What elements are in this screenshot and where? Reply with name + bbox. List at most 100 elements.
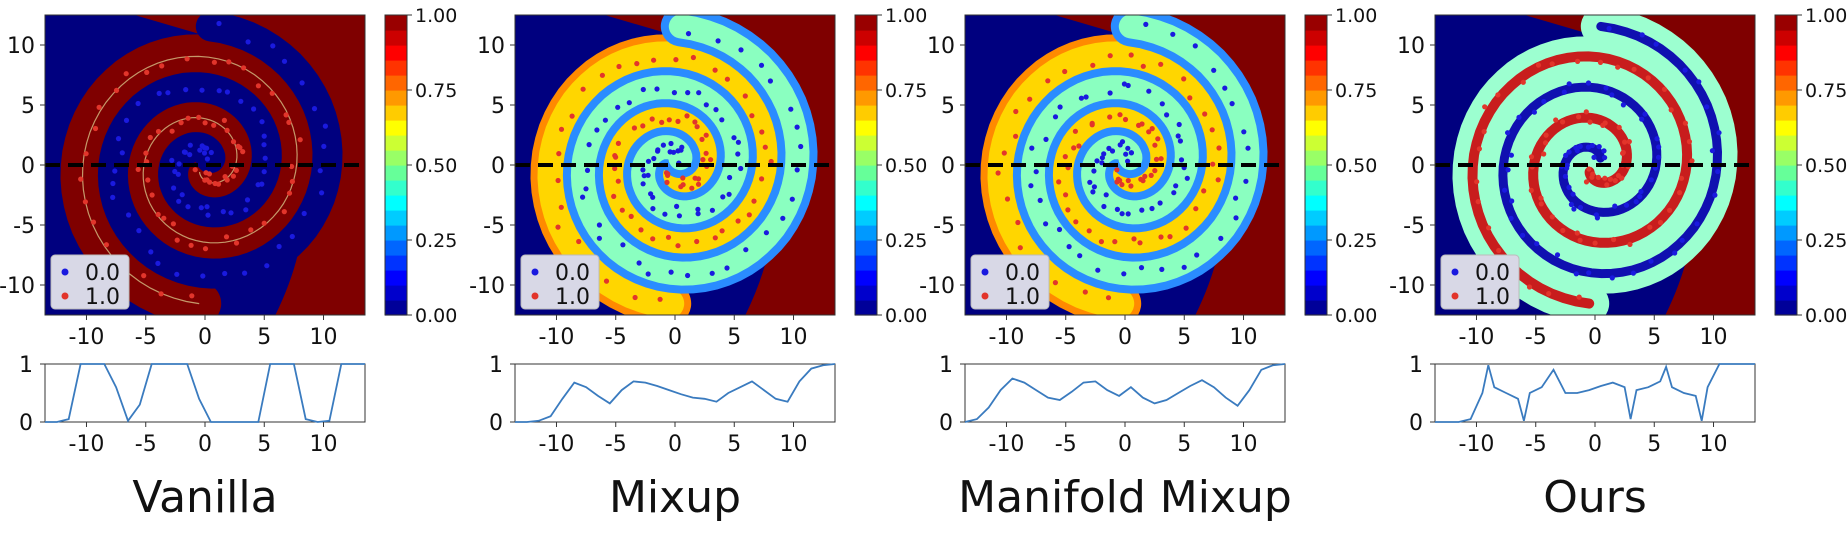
colorbar-step bbox=[385, 300, 407, 316]
point-class-0 bbox=[798, 143, 804, 150]
point-class-0 bbox=[1090, 189, 1096, 195]
point-class-1 bbox=[1158, 61, 1164, 67]
point-class-0 bbox=[1654, 136, 1660, 142]
colorbar-step bbox=[855, 210, 877, 226]
point-class-1 bbox=[1619, 175, 1625, 181]
legend-marker-1 bbox=[1451, 292, 1459, 300]
point-class-1 bbox=[650, 236, 656, 242]
point-class-1 bbox=[170, 221, 176, 227]
colorbar-step bbox=[1775, 45, 1797, 61]
point-class-0 bbox=[727, 174, 733, 181]
point-class-1 bbox=[192, 167, 198, 173]
point-class-1 bbox=[1105, 295, 1112, 301]
point-class-0 bbox=[1184, 175, 1190, 181]
point-class-1 bbox=[735, 218, 741, 224]
point-class-0 bbox=[1679, 237, 1685, 243]
point-class-1 bbox=[297, 137, 303, 143]
panel-title-vanilla: Vanilla bbox=[132, 472, 278, 523]
point-class-0 bbox=[594, 127, 600, 133]
y-tick-label: 5 bbox=[941, 94, 955, 119]
point-class-0 bbox=[220, 209, 226, 215]
point-class-1 bbox=[712, 235, 718, 241]
profile-x-tick-label: 5 bbox=[257, 432, 271, 457]
point-class-1 bbox=[103, 242, 109, 248]
point-class-0 bbox=[788, 106, 794, 112]
point-class-1 bbox=[694, 238, 700, 245]
point-class-1 bbox=[92, 125, 99, 132]
y-tick-label: 5 bbox=[491, 94, 505, 119]
point-class-0 bbox=[1505, 167, 1511, 173]
point-class-0 bbox=[615, 104, 621, 110]
point-class-0 bbox=[1057, 104, 1063, 110]
point-class-0 bbox=[1642, 111, 1648, 117]
point-class-1 bbox=[233, 240, 240, 246]
point-class-1 bbox=[1577, 237, 1583, 243]
point-class-0 bbox=[1177, 138, 1183, 144]
profile-x-tick-label: -5 bbox=[1055, 432, 1077, 457]
point-class-1 bbox=[1128, 183, 1134, 189]
point-class-1 bbox=[1602, 175, 1608, 181]
profile-x-tick-label: -5 bbox=[1525, 432, 1547, 457]
colorbar-step bbox=[1305, 240, 1327, 256]
point-class-1 bbox=[147, 134, 153, 141]
point-class-0 bbox=[1505, 130, 1511, 136]
point-class-0 bbox=[654, 86, 660, 92]
y-tick-label: -10 bbox=[919, 274, 955, 299]
point-class-0 bbox=[261, 142, 267, 148]
point-class-1 bbox=[1661, 86, 1668, 92]
point-class-0 bbox=[1139, 207, 1145, 213]
point-class-1 bbox=[188, 242, 194, 248]
point-class-0 bbox=[731, 135, 737, 141]
legend-label-1: 1.0 bbox=[1475, 285, 1510, 310]
point-class-0 bbox=[1043, 221, 1049, 227]
profile-x-tick-label: 5 bbox=[1647, 432, 1661, 457]
point-class-0 bbox=[175, 171, 181, 177]
point-class-1 bbox=[651, 57, 657, 63]
point-class-0 bbox=[115, 136, 122, 142]
point-class-1 bbox=[995, 170, 1001, 176]
point-class-0 bbox=[1554, 252, 1561, 258]
point-class-1 bbox=[82, 199, 88, 205]
point-class-1 bbox=[1535, 62, 1542, 68]
point-class-1 bbox=[1575, 58, 1581, 64]
point-class-0 bbox=[1103, 192, 1109, 198]
point-class-0 bbox=[695, 206, 701, 212]
point-class-0 bbox=[1138, 265, 1145, 271]
point-class-0 bbox=[724, 265, 730, 271]
point-class-0 bbox=[270, 43, 276, 49]
point-class-0 bbox=[580, 194, 586, 200]
panel-title-mixup: Mixup bbox=[608, 472, 742, 523]
point-class-1 bbox=[204, 177, 210, 183]
point-class-1 bbox=[1657, 219, 1664, 226]
point-class-0 bbox=[738, 47, 744, 53]
profile-y-tick-label: 0 bbox=[1409, 411, 1423, 436]
point-class-1 bbox=[768, 158, 774, 165]
point-class-1 bbox=[1549, 214, 1555, 220]
legend-marker-1 bbox=[531, 292, 539, 300]
point-class-0 bbox=[789, 196, 795, 202]
point-class-1 bbox=[237, 145, 243, 151]
legend-marker-0 bbox=[531, 268, 539, 276]
point-class-1 bbox=[762, 144, 768, 150]
x-tick-label: 0 bbox=[1588, 325, 1602, 350]
point-class-0 bbox=[602, 117, 609, 123]
point-class-0 bbox=[1233, 215, 1239, 221]
colorbar-step bbox=[385, 45, 407, 61]
point-class-1 bbox=[1090, 62, 1096, 68]
point-class-0 bbox=[172, 168, 178, 175]
profile-line bbox=[515, 363, 836, 423]
point-class-0 bbox=[660, 142, 667, 148]
colorbar-step bbox=[1305, 75, 1327, 91]
point-class-0 bbox=[208, 149, 214, 156]
point-class-1 bbox=[1062, 154, 1068, 160]
point-class-0 bbox=[1566, 81, 1572, 87]
point-class-0 bbox=[1570, 191, 1576, 197]
point-class-0 bbox=[185, 204, 191, 210]
legend-marker-1 bbox=[981, 292, 989, 300]
point-class-1 bbox=[724, 76, 731, 82]
point-class-1 bbox=[1056, 179, 1062, 185]
colorbar-step bbox=[855, 180, 877, 196]
point-class-0 bbox=[650, 206, 656, 212]
